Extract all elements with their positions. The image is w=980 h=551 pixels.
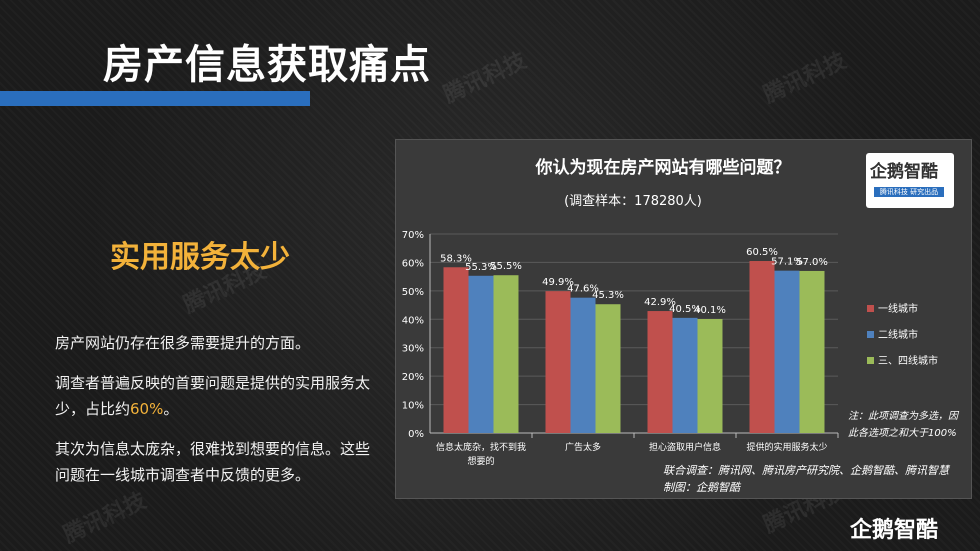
paragraph-2: 调查者普遍反映的首要问题是提供的实用服务太少，占比约60%。 [55, 370, 375, 422]
credit-line: 制图：企鹅智酷 [663, 481, 742, 494]
bar [799, 270, 825, 433]
bar [697, 319, 723, 433]
x-category-label: 提供的实用服务太少 [746, 441, 827, 453]
y-tick-label: 60% [402, 258, 424, 269]
chart-note-line-2: 此各选项之和大于100% [848, 427, 957, 439]
y-tick-label: 10% [402, 401, 424, 412]
paragraph-2-text: 调查者普遍反映的首要问题是提供的实用服务太少，占比约 [55, 374, 371, 418]
paragraph-3: 其次为信息太庞杂，很难找到想要的信息。这些问题在一线城市调查者中反馈的更多。 [55, 440, 371, 484]
x-category-label: 想要的 [467, 455, 494, 467]
bar-value-label: 49.9% [542, 277, 574, 288]
legend-swatch [867, 305, 874, 312]
paragraph-2-end: 。 [163, 400, 179, 418]
legend-label: 一线城市 [878, 302, 918, 315]
x-category-label: 广告太多 [565, 441, 601, 453]
paragraph-1: 房产网站仍存在很多需要提升的方面。 [55, 334, 311, 352]
chart-title: 你认为现在房产网站有哪些问题？ [535, 157, 791, 178]
source-line: 联合调查：腾讯网、腾讯房产研究院、企鹅智酷、腾讯智慧 [663, 464, 951, 477]
y-tick-label: 0% [408, 429, 424, 440]
legend-label: 二线城市 [878, 328, 918, 341]
bar-value-label: 47.6% [567, 284, 599, 295]
bar-value-label: 55.5% [490, 261, 522, 272]
bar [647, 311, 673, 433]
bar [570, 297, 596, 433]
section-heading: 实用服务太少 [110, 240, 290, 275]
bar-value-label: 40.1% [694, 305, 726, 316]
bar [774, 270, 800, 433]
logo-badge: 企鹅智酷 腾讯科技 研究出品 [866, 153, 954, 208]
y-tick-label: 70% [402, 230, 424, 241]
x-category-label: 信息太庞杂，找不到我 [436, 441, 526, 453]
logo-tagline: 腾讯科技 研究出品 [874, 187, 944, 197]
bar [493, 275, 519, 433]
bar-value-label: 57.1% [771, 257, 803, 268]
y-tick-label: 20% [402, 372, 424, 383]
bar-value-label: 45.3% [592, 290, 624, 301]
bar-value-label: 42.9% [644, 297, 676, 308]
legend-swatch [867, 331, 874, 338]
y-tick-label: 40% [402, 315, 424, 326]
y-tick-label: 30% [402, 344, 424, 355]
chart-note-line-1: 注：此项调查为多选，因 [848, 410, 960, 422]
brand-logo: 企鹅智酷 [850, 518, 939, 543]
bar-value-label: 58.3% [440, 253, 472, 264]
page-title: 房产信息获取痛点 [103, 42, 431, 88]
bar [749, 261, 775, 433]
bar-value-label: 57.0% [796, 257, 828, 268]
bar [545, 291, 571, 433]
bar [443, 267, 469, 433]
chart-subtitle: (调查样本：178280人) [564, 194, 702, 209]
bar [468, 275, 494, 433]
bar [595, 304, 621, 433]
x-category-label: 担心盗取用户信息 [649, 441, 721, 453]
bar-value-label: 40.5% [669, 304, 701, 315]
legend-label: 三、四线城市 [878, 354, 938, 367]
bar-value-label: 55.3% [465, 262, 497, 273]
logo-text: 企鹅智酷 [870, 162, 938, 182]
y-tick-label: 50% [402, 287, 424, 298]
legend-swatch [867, 357, 874, 364]
highlight-percent: 60% [130, 400, 164, 418]
title-underline [0, 91, 310, 106]
bar-value-label: 60.5% [746, 247, 778, 258]
bar [672, 317, 698, 433]
